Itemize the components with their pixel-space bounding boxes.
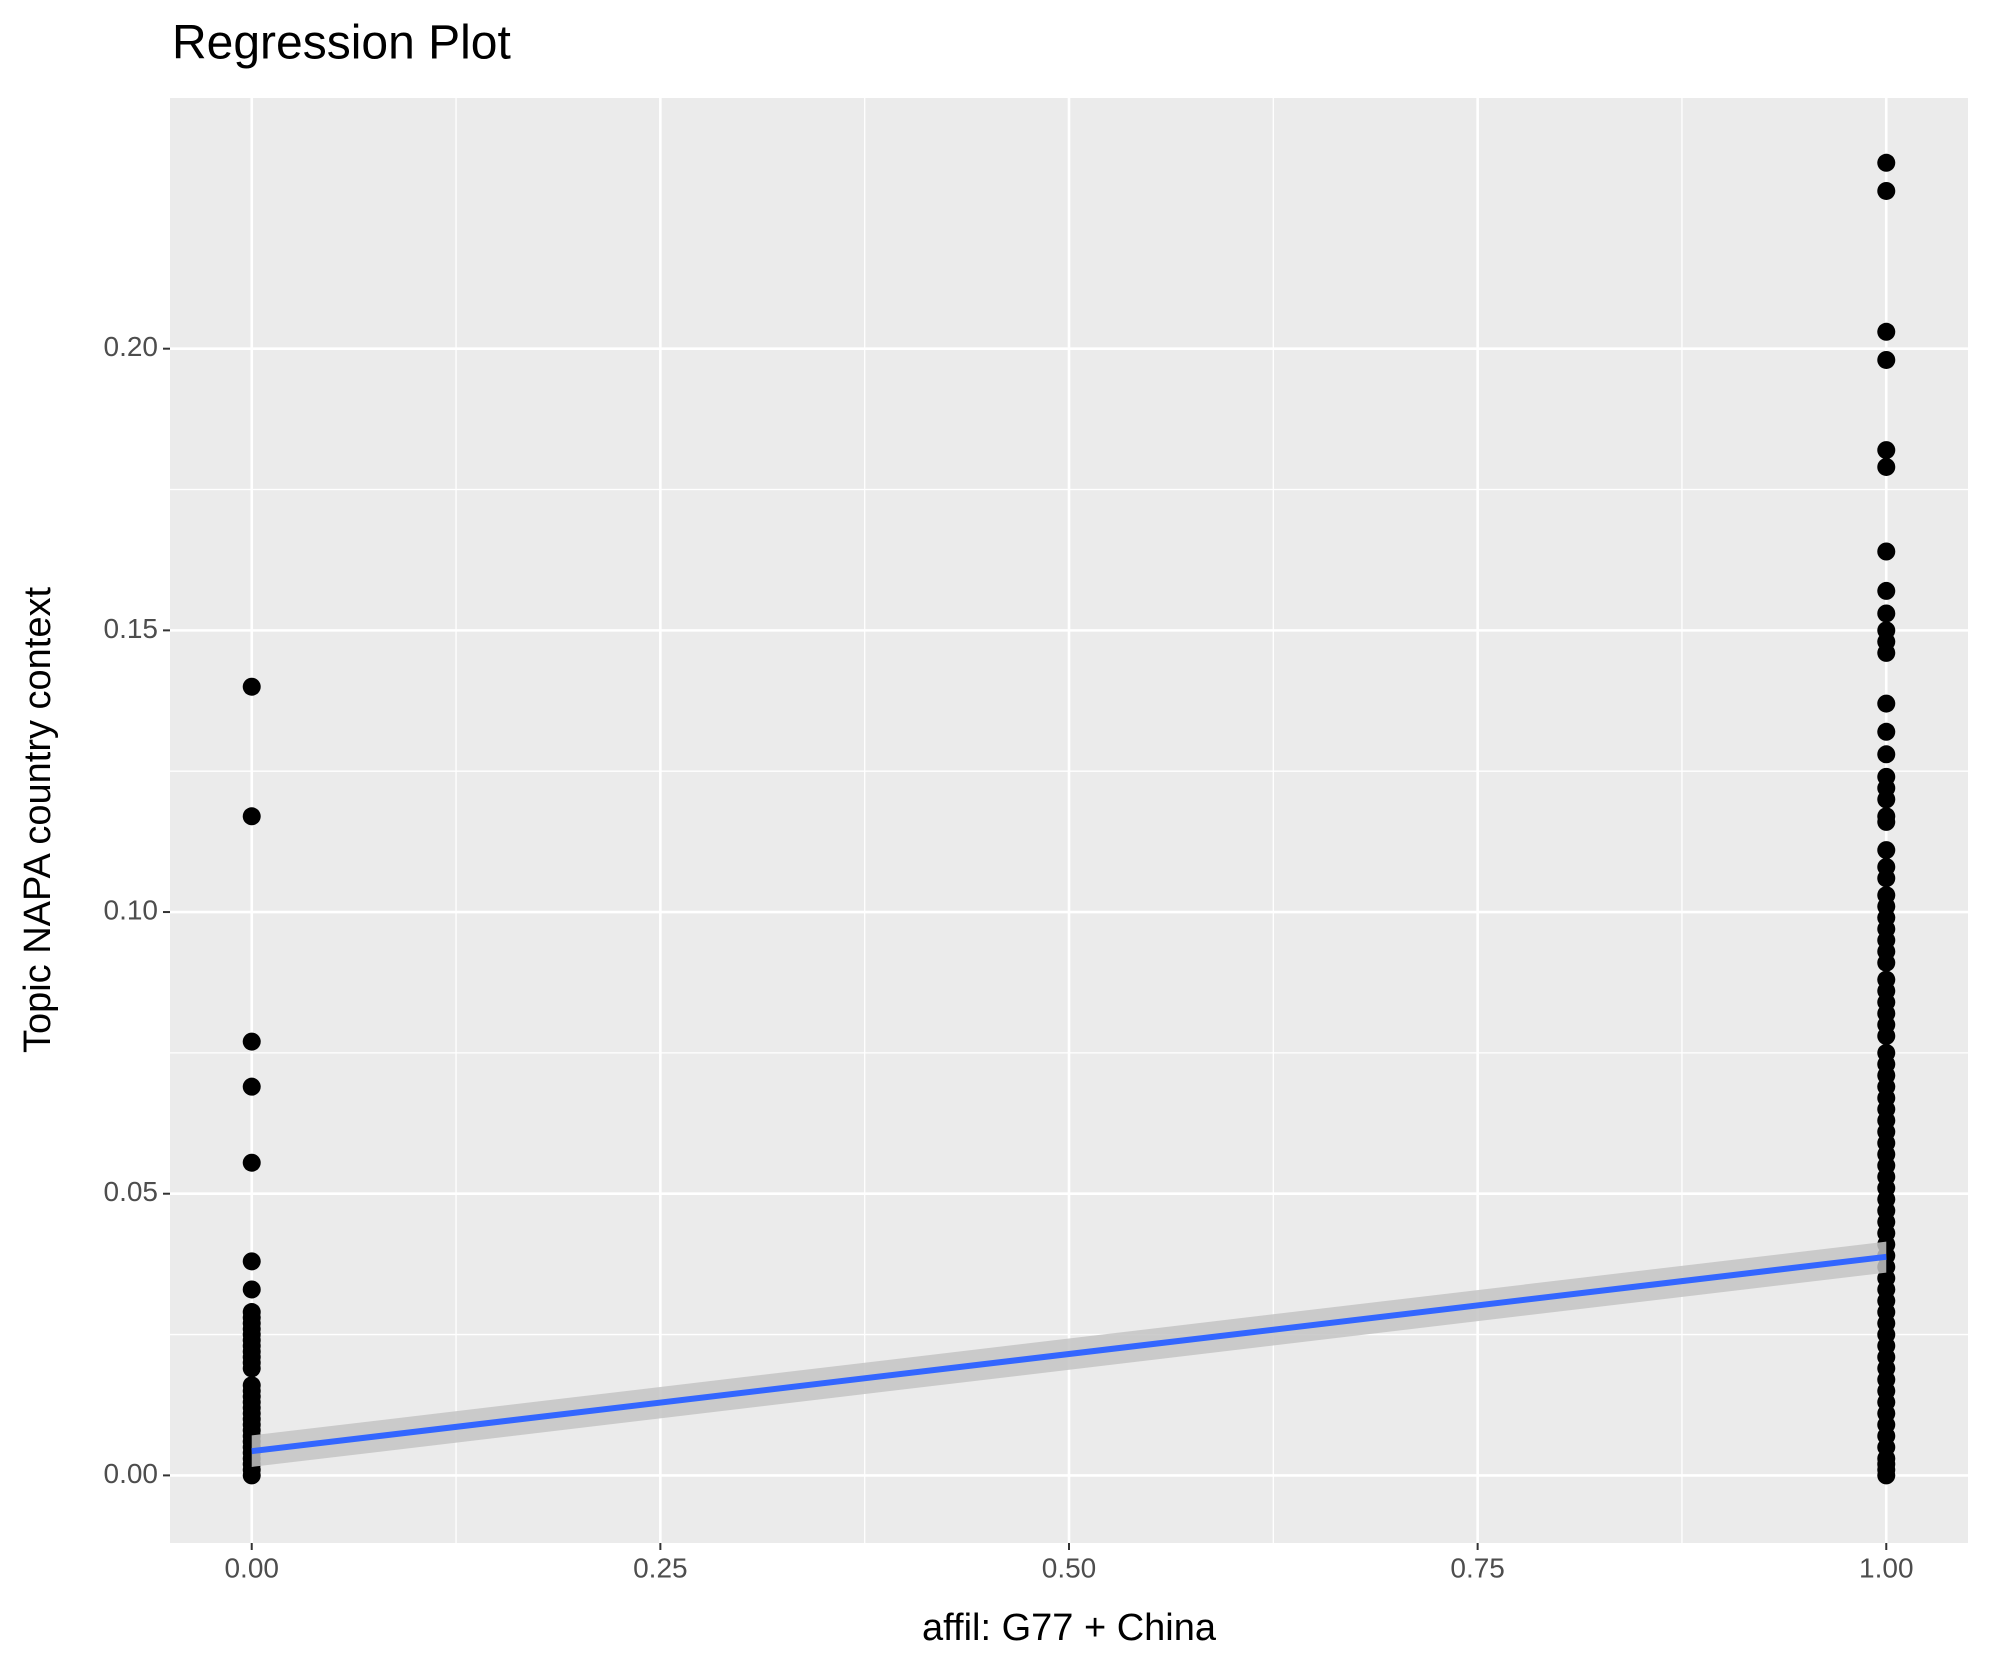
- x-axis-title: affil: G77 + China: [922, 1607, 1217, 1649]
- point: [1877, 790, 1896, 809]
- x-tick-label: 0.00: [224, 1552, 279, 1583]
- y-tick-label: 0.10: [104, 894, 159, 925]
- point: [1877, 604, 1896, 623]
- y-axis-title: Topic NAPA country context: [17, 587, 59, 1054]
- point: [1877, 457, 1896, 476]
- point: [1877, 153, 1896, 172]
- point: [1877, 1026, 1896, 1045]
- point: [242, 1359, 261, 1378]
- point: [242, 1252, 261, 1271]
- point: [1877, 581, 1896, 600]
- point: [242, 1077, 261, 1096]
- y-tick-label: 0.00: [104, 1458, 159, 1489]
- point: [1877, 350, 1896, 369]
- point: [242, 677, 261, 696]
- point: [1877, 181, 1896, 200]
- point: [1877, 542, 1896, 561]
- x-tick-label: 0.50: [1042, 1552, 1097, 1583]
- point: [1877, 953, 1896, 972]
- y-tick-label: 0.05: [104, 1176, 159, 1207]
- point: [1877, 722, 1896, 741]
- point: [1877, 694, 1896, 713]
- point: [1877, 812, 1896, 831]
- point: [1877, 643, 1896, 662]
- point: [1877, 441, 1896, 460]
- y-tick-label: 0.20: [104, 331, 159, 362]
- x-tick-label: 1.00: [1859, 1552, 1914, 1583]
- regression-line: [251, 1253, 1887, 1455]
- point: [1877, 745, 1896, 764]
- point: [1877, 841, 1896, 860]
- x-tick-label: 0.25: [633, 1552, 688, 1583]
- x-tick-label: 0.75: [1450, 1552, 1505, 1583]
- chart-title: Regression Plot: [172, 17, 511, 70]
- y-tick-label: 0.15: [104, 613, 159, 644]
- point: [242, 1032, 261, 1051]
- point: [1877, 869, 1896, 888]
- point: [242, 1466, 261, 1485]
- point: [242, 1280, 261, 1299]
- point: [1877, 322, 1896, 341]
- point: [242, 807, 261, 826]
- point: [242, 1153, 261, 1172]
- point: [1877, 1466, 1896, 1485]
